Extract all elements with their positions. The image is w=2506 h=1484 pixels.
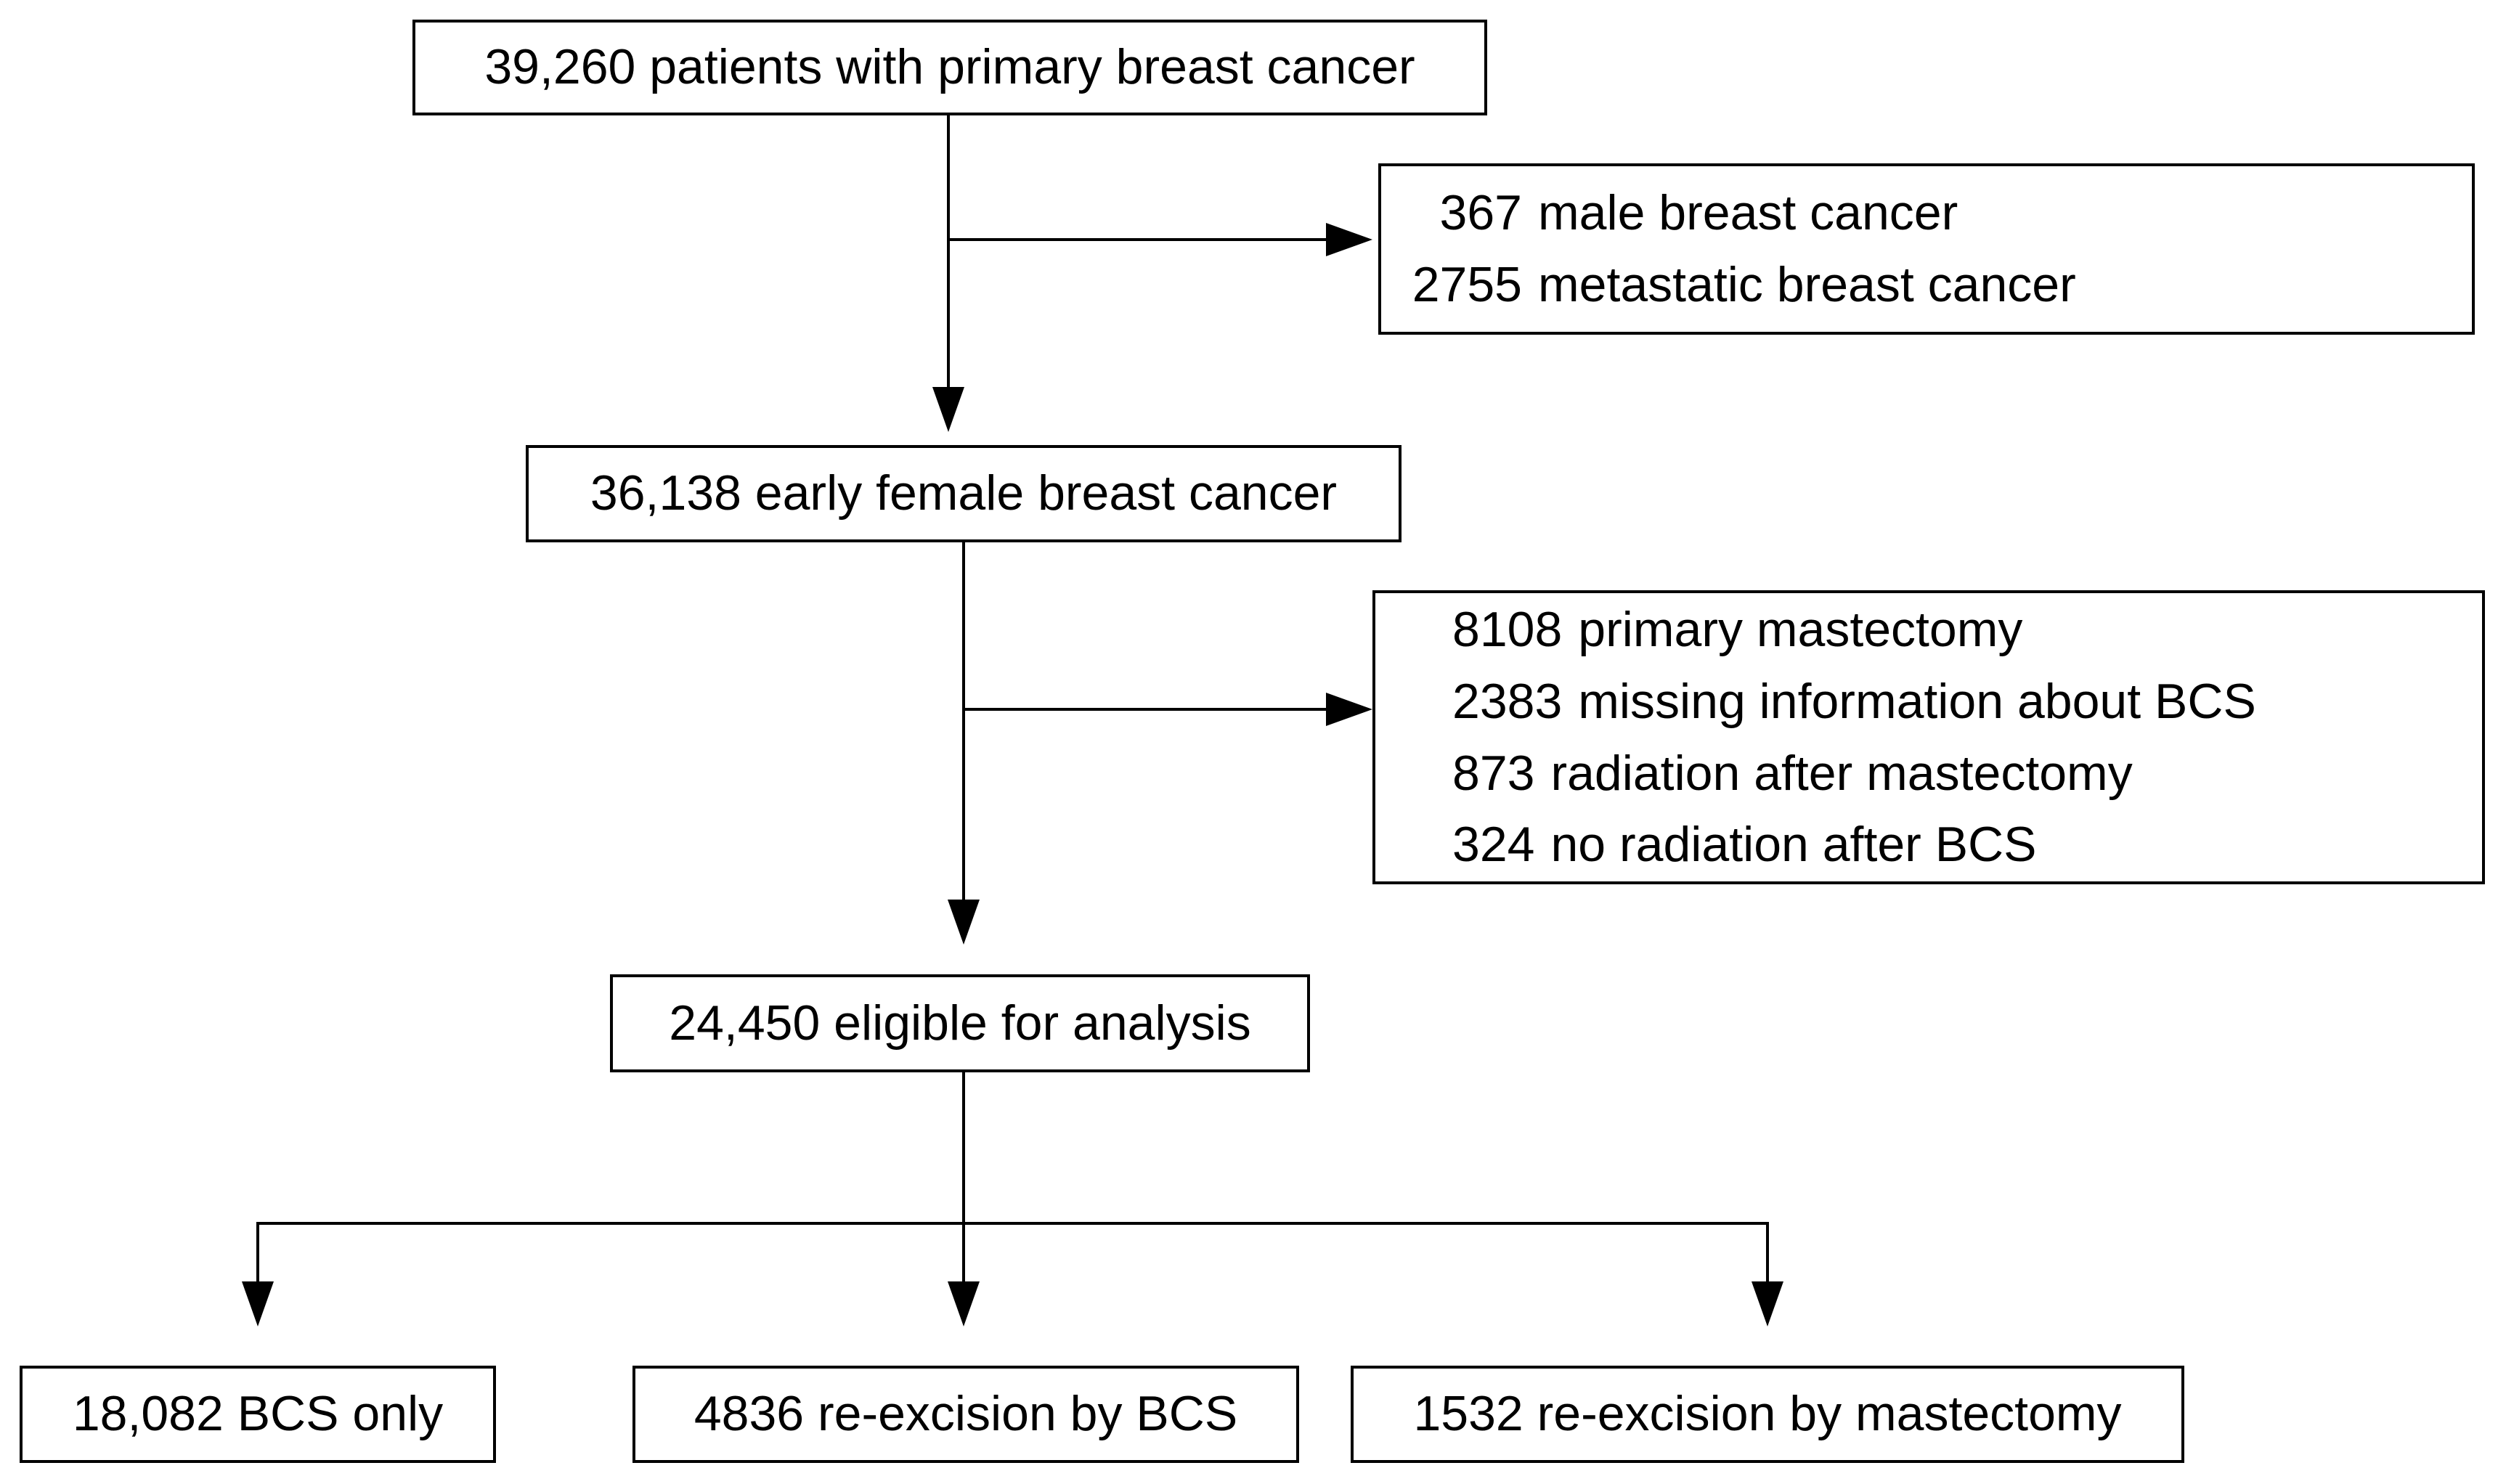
exclusion-reason: radiation after mastectomy [1550,745,2133,801]
connector-stub-right [1766,1222,1769,1281]
box-eligible: 24,450 eligible for analysis [610,974,1310,1072]
box-outcome-reexcision-bcs-label: 4836 re-excision by BCS [693,1386,1238,1442]
box-outcome-bcs-only-label: 18,082 BCS only [72,1386,444,1442]
exclusion-count: 2383 [1452,673,1563,729]
exclusion-count: 873 [1452,745,1535,801]
connector-box2-to-box3 [962,542,965,900]
exclusion-reason: metastatic breast cancer [1538,257,2076,312]
exclusion-count: 8108 [1452,602,1563,658]
connector-box3-to-distributor [962,1072,965,1225]
arrowhead-down-icon [932,387,964,432]
box-exclusion-male-metastatic: 367 male breast cancer 2755 metastatic b… [1378,163,2475,335]
exclusion-item: 324 no radiation after BCS [1452,809,2482,881]
box-eligible-label: 24,450 eligible for analysis [669,995,1251,1051]
arrowhead-down-icon [242,1281,274,1326]
exclusion-item: 8108 primary mastectomy [1452,594,2482,666]
exclusion-item: 873 radiation after mastectomy [1452,738,2482,810]
box-primary-cohort: 39,260 patients with primary breast canc… [412,20,1487,115]
connector-branch-exclusion-2 [962,708,1326,711]
connector-stub-center [962,1222,965,1281]
exclusion-reason: primary mastectomy [1578,602,2023,658]
connector-stub-left [256,1222,259,1281]
connector-branch-exclusion-1 [947,238,1326,241]
box-early-female-label: 36,138 early female breast cancer [590,465,1338,521]
exclusion-item: 2383 missing information about BCS [1452,666,2482,738]
arrowhead-down-icon [1752,1281,1783,1326]
exclusion-count: 324 [1452,817,1535,873]
exclusion-reason: missing information about BCS [1578,673,2256,729]
arrowhead-right-icon [1326,223,1372,256]
connector-box1-to-box2 [947,115,950,387]
exclusion-count: 2755 [1412,257,1522,312]
box-exclusion-treatment: 8108 primary mastectomy 2383 missing inf… [1372,590,2485,884]
exclusion-count: 367 [1439,185,1522,241]
arrowhead-down-icon [948,900,980,945]
exclusion-reason: male breast cancer [1538,185,1958,241]
box-outcome-reexcision-mastectomy: 1532 re-excision by mastectomy [1351,1366,2184,1463]
arrowhead-right-icon [1326,693,1372,726]
arrowhead-down-icon [948,1281,980,1326]
exclusion-item: 2755 metastatic breast cancer [1403,249,2472,321]
box-outcome-bcs-only: 18,082 BCS only [20,1366,496,1463]
box-early-female: 36,138 early female breast cancer [526,445,1402,542]
box-primary-cohort-label: 39,260 patients with primary breast canc… [484,39,1415,95]
exclusion-reason: no radiation after BCS [1550,817,2037,873]
box-outcome-reexcision-bcs: 4836 re-excision by BCS [632,1366,1299,1463]
exclusion-item: 367 male breast cancer [1403,177,2472,249]
connector-distributor [256,1222,1769,1225]
box-outcome-reexcision-mastectomy-label: 1532 re-excision by mastectomy [1413,1386,2122,1442]
